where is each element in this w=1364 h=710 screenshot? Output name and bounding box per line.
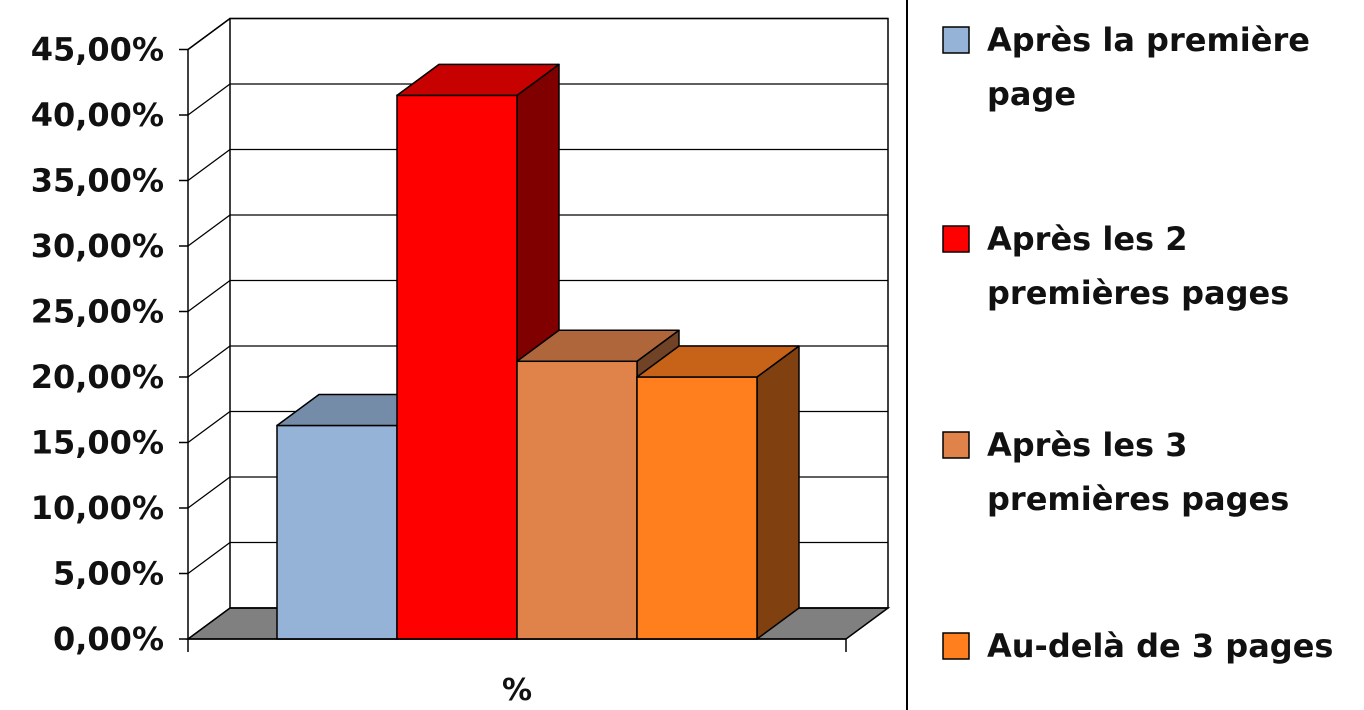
legend-label: premières pages [987,274,1289,312]
bar-top [516,329,680,363]
gridline [187,83,888,116]
legend-entry-1: Après la première page [942,21,1310,113]
y-tick-label: 40,00% [31,96,164,134]
y-tick-label: 15,00% [31,424,164,462]
legend-label: Après les 3 [987,426,1187,464]
y-tick-label: 45,00% [31,31,164,69]
legend-label: Au-delà de 3 pages [987,627,1333,665]
bar-4 [636,345,800,640]
legend-swatch [942,431,970,459]
bar-front [276,424,398,640]
bar-front [396,94,518,640]
bar-top [636,345,800,378]
gridline [187,17,888,51]
legend-entry-3: Après les 3 premières pages [942,426,1289,518]
y-tick-label: 20,00% [31,358,164,396]
legend-entry-4: Au-delà de 3 pages [942,627,1333,665]
legend-label: Après les 2 [987,220,1187,258]
bars [276,63,800,640]
legend-swatch [942,632,970,660]
y-tick-label: 5,00% [53,555,164,593]
legend-entry-2: Après les 2 premières pages [942,220,1289,312]
x-axis-label: % [502,673,532,708]
legend: Après la première page Après les 2 première… [906,0,1333,710]
y-tick-label: 30,00% [31,227,164,265]
bar-front [636,376,758,640]
axes: 0,00% 5,00% 10,00% 15,00% 20,00% 25,00% 30,00%… [31,31,847,708]
y-tick-label: 25,00% [31,293,164,331]
legend-swatch [942,225,970,253]
bar-top [396,63,560,97]
legend-swatch [942,26,970,54]
gridline [187,279,888,313]
gridline [187,148,888,182]
legend-label: Après la première [987,21,1310,59]
bar-front [516,360,638,640]
legend-label: page [987,75,1076,113]
y-tick-label: 35,00% [31,162,164,200]
gridline [187,214,888,247]
bar-side [756,345,800,640]
y-tick-label: 10,00% [31,489,164,527]
legend-label: premières pages [987,480,1289,518]
y-tick-label: 0,00% [53,620,164,658]
